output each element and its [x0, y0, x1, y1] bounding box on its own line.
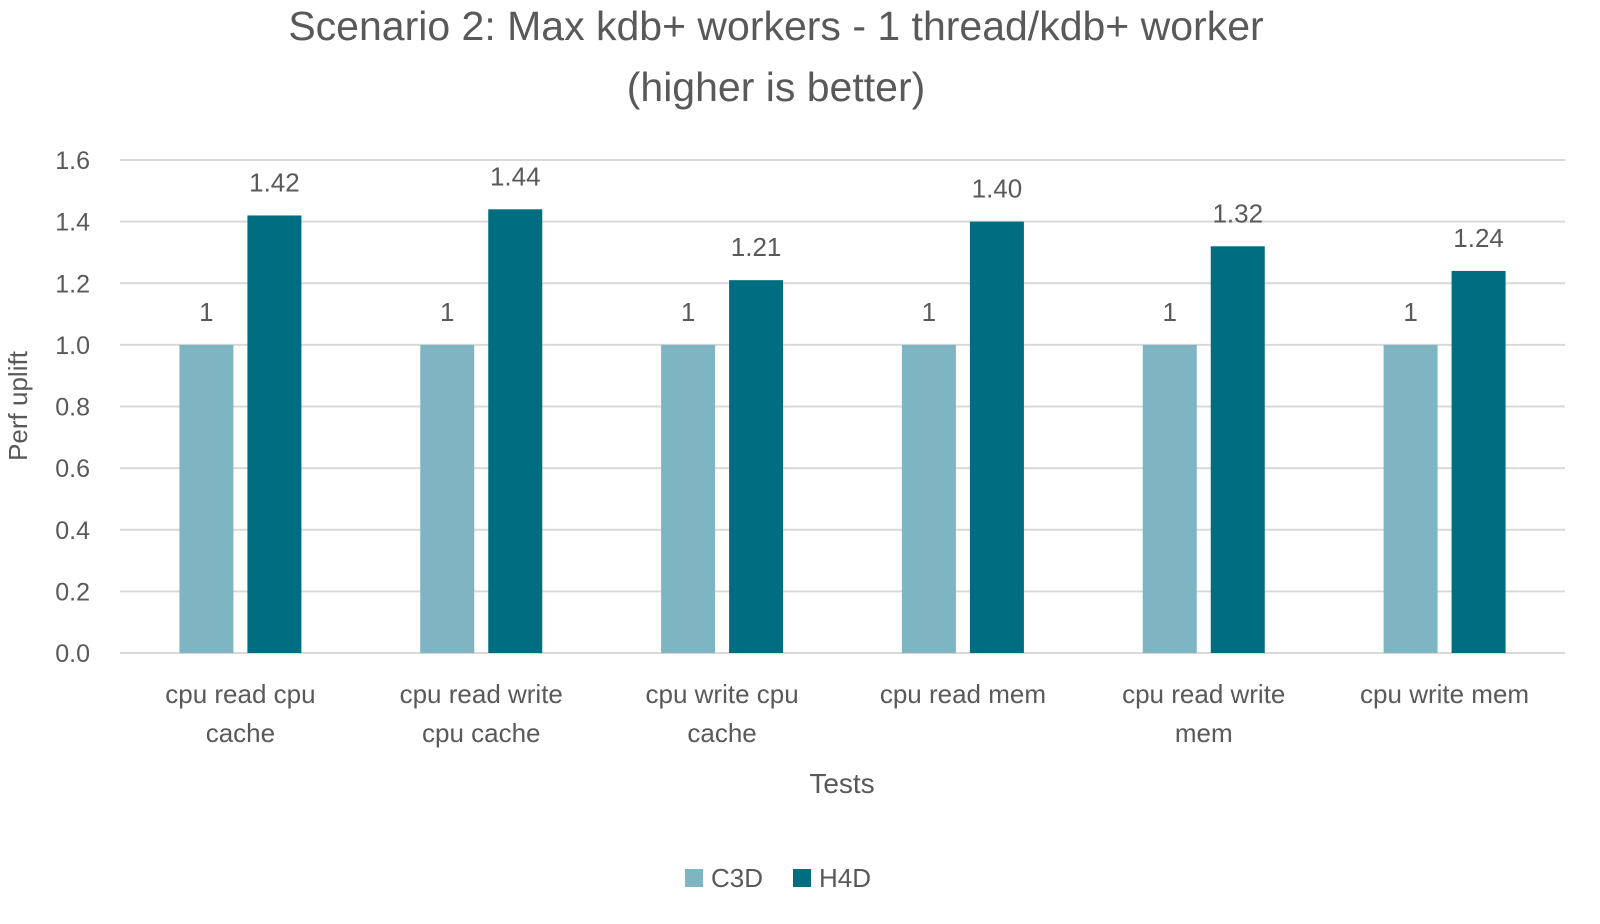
y-tick-labels: 0.0 0.2 0.4 0.6 0.8 1.0 1.2 1.4 1.6	[55, 147, 90, 668]
bar-c3d	[901, 344, 956, 653]
x-tick-label: cpu read write	[1122, 679, 1285, 709]
data-label-h4d: 1.21	[731, 232, 782, 262]
y-tick-label: 1.2	[55, 270, 90, 298]
x-tick-label: mem	[1175, 718, 1233, 748]
x-tick-label: cpu cache	[422, 718, 541, 748]
y-tick-label: 0.4	[55, 517, 90, 545]
bar-c3d	[420, 344, 475, 653]
data-label-c3d: 1	[440, 297, 454, 327]
chart-title-line-2: (higher is better)	[627, 64, 926, 110]
bar-h4d	[1451, 270, 1506, 653]
bar-h4d	[488, 209, 543, 654]
y-tick-label: 0.6	[55, 455, 90, 483]
y-axis-label: Perf uplift	[3, 350, 33, 461]
y-tick-label: 0.2	[55, 578, 90, 606]
bar-c3d	[1142, 344, 1197, 653]
bar-h4d	[247, 215, 302, 653]
data-label-h4d: 1.24	[1453, 223, 1504, 253]
y-tick-label: 0.8	[55, 394, 90, 422]
y-tick-label: 0.0	[55, 640, 90, 668]
x-tick-labels: cpu read cpu cache cpu read write cpu cache…	[165, 679, 1529, 748]
data-label-c3d: 1	[681, 297, 695, 327]
bars	[179, 209, 1506, 654]
x-tick-label: cpu read mem	[880, 679, 1046, 709]
gridlines	[120, 159, 1565, 654]
legend-swatch-c3d	[685, 869, 703, 887]
data-label-h4d: 1.32	[1212, 198, 1263, 228]
data-label-c3d: 1	[1403, 297, 1417, 327]
y-tick-label: 1.0	[55, 332, 90, 360]
x-tick-label: cpu read cpu	[165, 679, 315, 709]
x-tick-label: cpu write mem	[1360, 679, 1529, 709]
x-tick-label: cpu write cpu	[645, 679, 798, 709]
data-label-h4d: 1.40	[972, 174, 1023, 204]
legend-label-h4d: H4D	[819, 863, 871, 893]
bar-h4d	[969, 221, 1024, 653]
data-label-c3d: 1	[1163, 297, 1177, 327]
legend-label-c3d: C3D	[711, 863, 763, 893]
y-tick-label: 1.4	[55, 209, 90, 237]
data-label-c3d: 1	[199, 297, 213, 327]
legend: C3D H4D	[685, 863, 871, 893]
legend-swatch-h4d	[793, 869, 811, 887]
data-labels: 1 1.42 1 1.44 1 1.21 1 1.40 1 1.32 1 1.24	[199, 161, 1504, 327]
x-axis-label: Tests	[809, 768, 874, 799]
bar-h4d	[1210, 246, 1265, 653]
data-label-h4d: 1.44	[490, 161, 541, 191]
bar-c3d	[1383, 344, 1438, 653]
chart-title-line-1: Scenario 2: Max kdb+ workers - 1 thread/…	[288, 3, 1263, 49]
bar-c3d	[179, 344, 234, 653]
data-label-c3d: 1	[922, 297, 936, 327]
x-tick-label: cache	[206, 718, 275, 748]
x-tick-label: cpu read write	[400, 679, 563, 709]
bar-h4d	[729, 280, 784, 653]
x-tick-label: cache	[687, 718, 756, 748]
bar-c3d	[661, 344, 716, 653]
data-label-h4d: 1.42	[249, 167, 300, 197]
y-tick-label: 1.6	[55, 147, 90, 175]
